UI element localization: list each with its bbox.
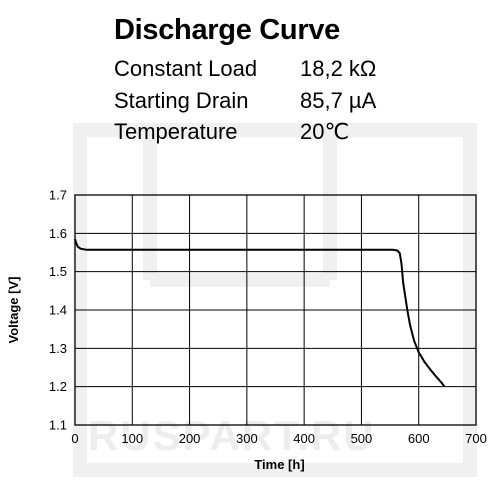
spec-label-load: Constant Load <box>114 56 258 81</box>
tick-labels: 0 100 200 300 400 500 600 700 1.1 1.2 1.3 1.4 1.5 1.6… <box>49 188 487 447</box>
plot-frame <box>74 194 477 426</box>
y-tick-label: 1.7 <box>49 188 67 203</box>
x-axis-label: Time [h] <box>254 457 304 472</box>
spec-value-drain: 85,7 µA <box>300 88 377 113</box>
x-tick-label: 400 <box>293 431 315 446</box>
x-tick-label: 300 <box>236 431 258 446</box>
x-tick-label: 200 <box>179 431 201 446</box>
y-tick-label: 1.6 <box>49 226 67 241</box>
y-axis-label: Voltage [V] <box>6 277 21 344</box>
watermark-text: RUSPART.RU <box>88 412 376 459</box>
spec-value-load: 18,2 kΩ <box>300 56 377 81</box>
y-tick-label: 1.4 <box>49 303 67 318</box>
x-tick-label: 500 <box>351 431 373 446</box>
series-line <box>74 238 446 388</box>
watermark-frame <box>73 123 477 477</box>
spec-label-drain: Starting Drain <box>114 88 249 113</box>
page-title: Discharge Curve <box>114 14 340 46</box>
chart-grid <box>74 194 477 426</box>
y-tick-label: 1.5 <box>49 264 67 279</box>
y-tick-label: 1.2 <box>49 379 67 394</box>
spec-label-temperature: Temperature <box>114 119 238 144</box>
x-tick-label: 0 <box>71 431 78 446</box>
watermark-cross <box>143 130 337 287</box>
y-tick-label: 1.3 <box>49 341 67 356</box>
x-tick-label: 600 <box>408 431 430 446</box>
spec-value-temperature: 20℃ <box>300 119 350 144</box>
x-tick-label: 100 <box>121 431 143 446</box>
x-tick-label: 700 <box>465 431 487 446</box>
y-tick-label: 1.1 <box>49 418 67 433</box>
